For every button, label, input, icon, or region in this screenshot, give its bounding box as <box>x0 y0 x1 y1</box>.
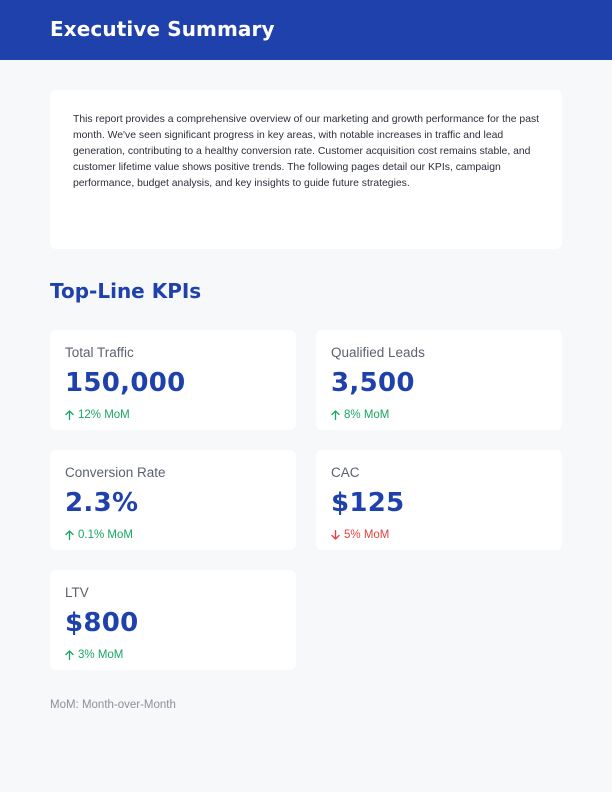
kpi-card-conversion-rate: Conversion Rate 2.3% 0.1% MoM <box>50 450 296 550</box>
kpi-value: $800 <box>65 608 139 638</box>
page-header: Executive Summary <box>0 0 612 60</box>
kpi-change-text: 8% MoM <box>344 409 390 421</box>
kpi-label: CAC <box>331 465 360 480</box>
kpi-change-text: 0.1% MoM <box>78 529 133 541</box>
footnote: MoM: Month-over-Month <box>50 699 176 711</box>
kpi-card-ltv: LTV $800 3% MoM <box>50 570 296 670</box>
kpi-value: 3,500 <box>331 368 415 398</box>
kpi-card-total-traffic: Total Traffic 150,000 12% MoM <box>50 330 296 430</box>
kpi-change: 3% MoM <box>65 649 123 661</box>
kpi-change: 5% MoM <box>331 529 389 541</box>
kpi-change: 12% MoM <box>65 409 130 421</box>
arrow-down-icon <box>331 530 340 540</box>
summary-card: This report provides a comprehensive ove… <box>50 90 562 249</box>
kpi-label: LTV <box>65 585 89 600</box>
summary-text: This report provides a comprehensive ove… <box>73 114 540 189</box>
page-title: Executive Summary <box>50 17 275 41</box>
arrow-up-icon <box>65 650 74 660</box>
kpi-change-text: 5% MoM <box>344 529 390 541</box>
kpi-change-text: 12% MoM <box>78 409 130 421</box>
kpi-change: 0.1% MoM <box>65 529 133 541</box>
kpi-label: Total Traffic <box>65 345 134 360</box>
arrow-up-icon <box>65 530 74 540</box>
arrow-up-icon <box>331 410 340 420</box>
kpi-change: 8% MoM <box>331 409 389 421</box>
kpi-value: $125 <box>331 488 405 518</box>
kpi-card-qualified-leads: Qualified Leads 3,500 8% MoM <box>316 330 562 430</box>
kpi-value: 150,000 <box>65 368 186 398</box>
arrow-up-icon <box>65 410 74 420</box>
kpi-label: Conversion Rate <box>65 465 166 480</box>
kpi-value: 2.3% <box>65 488 139 518</box>
kpi-card-cac: CAC $125 5% MoM <box>316 450 562 550</box>
kpi-change-text: 3% MoM <box>78 649 124 661</box>
kpi-label: Qualified Leads <box>331 345 425 360</box>
kpi-section-title: Top-Line KPIs <box>50 279 202 303</box>
